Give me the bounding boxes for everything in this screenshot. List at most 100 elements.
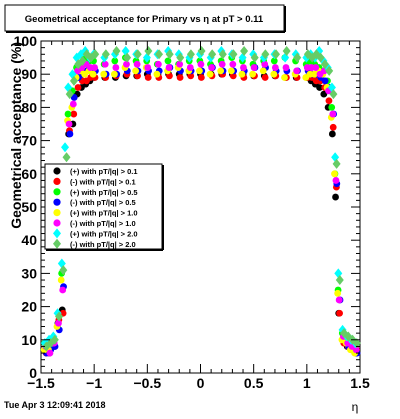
data-point [55, 311, 64, 322]
legend-marker [53, 167, 61, 175]
x-tick-label: −0.5 [134, 375, 162, 391]
data-point [352, 346, 360, 354]
legend-marker [53, 198, 61, 206]
data-point [229, 49, 238, 60]
y-tick-label: 50 [21, 199, 37, 215]
y-tick-label: 20 [21, 299, 37, 315]
data-point [186, 49, 195, 60]
x-tick-label: −1 [86, 375, 102, 391]
y-tick-label: 100 [14, 33, 38, 49]
data-point [61, 142, 70, 153]
data-point [282, 64, 290, 71]
data-point [133, 49, 142, 60]
data-point [164, 57, 172, 65]
series-6 [42, 60, 360, 357]
chart-title: Geometrical acceptance for Primary vs η … [25, 14, 264, 25]
data-point [270, 70, 278, 78]
data-point [332, 193, 339, 201]
data-point [206, 70, 214, 78]
data-marks [40, 45, 361, 357]
data-point [328, 130, 336, 138]
data-point [144, 45, 153, 56]
data-point [165, 64, 173, 71]
data-point [155, 49, 164, 60]
data-point [74, 84, 82, 91]
data-point [176, 52, 185, 63]
data-point [186, 64, 194, 71]
data-point [329, 123, 337, 131]
legend-entry: (+) with pT/|q| > 1.0 [53, 209, 138, 218]
data-point [91, 49, 100, 60]
x-axis-label: η [352, 400, 359, 414]
data-point [271, 64, 279, 71]
data-point [62, 152, 71, 163]
legend-label: (-) with pT/|q| > 2.0 [70, 240, 136, 249]
data-point [271, 49, 280, 60]
data-point [59, 286, 67, 294]
data-point [132, 67, 140, 75]
data-point [261, 60, 269, 68]
data-point [282, 45, 291, 56]
y-tick-label: 10 [21, 332, 37, 348]
data-point [325, 97, 333, 105]
data-point [112, 64, 120, 71]
data-point [70, 110, 78, 118]
legend-entry: (-) with pT/|q| > 0.1 [53, 177, 136, 186]
data-point [46, 349, 54, 357]
data-point [100, 70, 108, 78]
x-tick-label: 0.5 [244, 375, 264, 391]
legend-marker [53, 177, 61, 185]
data-point [196, 67, 203, 75]
legend-marker [53, 209, 61, 217]
data-point [89, 70, 97, 78]
data-point [123, 60, 130, 68]
legend-entry: (-) with pT/|q| > 1.0 [53, 219, 136, 228]
data-point [59, 265, 68, 276]
data-point [69, 100, 77, 108]
legend-label: (-) with pT/|q| > 1.0 [70, 219, 136, 228]
data-point [335, 275, 344, 286]
data-point [261, 74, 269, 81]
data-point [197, 45, 206, 56]
data-point [312, 64, 320, 71]
data-point [101, 60, 109, 68]
data-point [352, 338, 361, 349]
data-point [316, 52, 325, 63]
data-point [217, 67, 225, 75]
data-point [176, 74, 184, 81]
data-point [329, 110, 337, 118]
data-point [144, 74, 152, 81]
data-point [293, 67, 301, 75]
data-point [112, 45, 121, 56]
legend-label: (+) with pT/|q| > 2.0 [70, 229, 138, 238]
series-8 [42, 45, 361, 352]
legend-marker [53, 238, 61, 249]
data-point [208, 49, 217, 60]
data-point [91, 64, 98, 71]
y-axis-label: Geometrical acceptance (%) [8, 42, 24, 229]
y-tick-label: 60 [21, 166, 37, 182]
data-point [331, 170, 338, 178]
data-point [218, 60, 226, 68]
data-point [240, 45, 249, 56]
data-point [197, 74, 205, 81]
legend-label: (-) with pT/|q| > 0.1 [70, 177, 136, 186]
data-point [66, 130, 74, 138]
data-point [320, 59, 329, 70]
data-point [261, 49, 270, 60]
data-point [227, 67, 235, 75]
legend-label: (+) with pT/|q| > 1.0 [70, 209, 138, 218]
legend-label: (+) with pT/|q| > 0.1 [70, 167, 138, 176]
data-point [153, 70, 161, 78]
data-point [110, 70, 118, 78]
data-point [321, 77, 329, 85]
legend-entry: (+) with pT/|q| > 2.0 [53, 228, 138, 239]
legend-frame [44, 163, 163, 250]
legend-entry: (-) with pT/|q| > 2.0 [53, 238, 136, 249]
data-point [336, 309, 343, 317]
data-point [65, 89, 74, 100]
legend-marker [53, 228, 61, 239]
data-point [250, 64, 258, 71]
